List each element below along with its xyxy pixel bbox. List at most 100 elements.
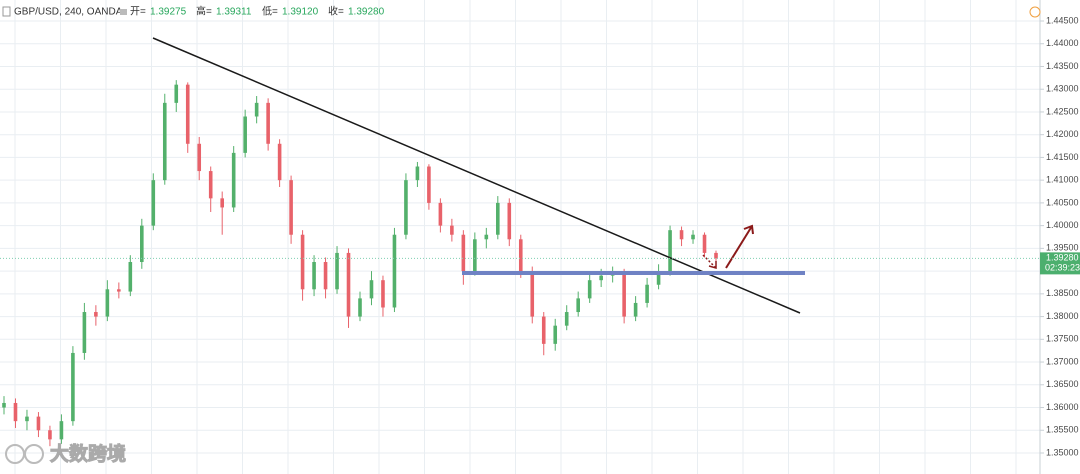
y-tick-label: 1.40500 bbox=[1046, 197, 1079, 207]
last-price-box bbox=[1040, 252, 1080, 275]
arrow-up bbox=[725, 225, 753, 269]
candle-body bbox=[392, 234, 397, 308]
candle-body bbox=[48, 430, 52, 440]
y-tick-label: 1.43500 bbox=[1046, 61, 1079, 71]
candle-body bbox=[518, 239, 523, 272]
symbol: GBP/USD, 240, OANDA bbox=[14, 7, 123, 18]
candle-body bbox=[59, 421, 64, 440]
y-tick-label: 1.37500 bbox=[1046, 334, 1079, 344]
candle-body bbox=[289, 180, 293, 235]
candle-body bbox=[174, 84, 179, 103]
candle-body bbox=[71, 352, 75, 422]
candle-body bbox=[220, 198, 224, 208]
candle-body bbox=[243, 116, 247, 153]
candle-body bbox=[714, 252, 718, 259]
candle-body bbox=[461, 234, 466, 272]
candle-body bbox=[599, 275, 603, 281]
field-name: 低= bbox=[262, 5, 278, 18]
y-tick-label: 1.35000 bbox=[1046, 447, 1079, 457]
candle-body bbox=[231, 152, 236, 208]
candle-body bbox=[656, 271, 661, 285]
support-line bbox=[462, 271, 805, 275]
candle-body bbox=[438, 202, 443, 226]
arrow-head bbox=[743, 224, 754, 235]
candle-body bbox=[576, 298, 580, 313]
candle-body bbox=[381, 280, 385, 308]
candle-body bbox=[415, 166, 420, 181]
candle-body bbox=[197, 143, 202, 172]
y-tick-label: 1.35500 bbox=[1046, 425, 1079, 435]
candle-body bbox=[36, 416, 41, 431]
candle-body bbox=[323, 262, 328, 290]
candle-body bbox=[94, 312, 98, 317]
candle-body bbox=[633, 302, 638, 317]
candle-body bbox=[140, 225, 144, 263]
field-value: 1.39120 bbox=[282, 7, 319, 18]
y-tick-label: 1.41000 bbox=[1046, 175, 1079, 185]
candle-body bbox=[484, 234, 489, 240]
countdown: 02:39:23 bbox=[1045, 263, 1080, 273]
candle-body bbox=[300, 234, 305, 290]
menu-icon[interactable] bbox=[2, 6, 11, 17]
candle-body bbox=[691, 234, 695, 240]
candle-body bbox=[2, 402, 6, 408]
candles bbox=[2, 80, 718, 447]
field-value: 1.39311 bbox=[216, 7, 252, 18]
candle-body bbox=[151, 180, 156, 226]
arrow-down bbox=[702, 254, 717, 269]
candle-body bbox=[427, 166, 431, 203]
y-tick-label: 1.40000 bbox=[1046, 220, 1079, 230]
candle-body bbox=[266, 102, 270, 144]
candle-body bbox=[541, 316, 546, 344]
watermark: 大数跨境 bbox=[50, 442, 126, 465]
candle-body bbox=[335, 252, 339, 290]
y-tick-label: 1.41500 bbox=[1046, 152, 1079, 162]
candle-body bbox=[312, 262, 316, 290]
trend-line bbox=[152, 37, 801, 314]
candle-body bbox=[162, 102, 167, 181]
y-tick-label: 1.36000 bbox=[1046, 402, 1079, 412]
candle-body bbox=[530, 271, 535, 317]
candle-body bbox=[358, 298, 362, 317]
candle-body bbox=[587, 280, 592, 299]
alert-icon[interactable] bbox=[1029, 6, 1041, 18]
candle-body bbox=[254, 102, 259, 117]
candle-body bbox=[25, 416, 29, 422]
y-tick-label: 1.37000 bbox=[1046, 356, 1079, 366]
candle-body bbox=[645, 284, 649, 303]
field-name: 收= bbox=[328, 5, 344, 18]
candle-body bbox=[82, 312, 87, 353]
candle-body bbox=[105, 289, 110, 317]
y-tick-label: 1.36500 bbox=[1046, 379, 1079, 389]
candle-body bbox=[13, 402, 18, 422]
candle-body bbox=[450, 225, 454, 235]
grid bbox=[0, 0, 1040, 474]
y-tick-label: 1.38000 bbox=[1046, 311, 1079, 321]
y-tick-label: 1.44000 bbox=[1046, 38, 1079, 48]
field-value: 1.39275 bbox=[150, 7, 187, 18]
candle-body bbox=[507, 202, 512, 240]
arrow-head bbox=[708, 261, 717, 269]
candle-body bbox=[208, 171, 213, 199]
candle-body bbox=[117, 289, 121, 292]
candle-body bbox=[622, 271, 626, 317]
candle-body bbox=[277, 143, 282, 181]
candle-body bbox=[128, 262, 133, 292]
candle-body bbox=[346, 252, 351, 317]
candle-body bbox=[404, 180, 408, 235]
watermark-logo bbox=[24, 444, 44, 464]
field-name: 高= bbox=[196, 5, 212, 18]
candle-body bbox=[702, 234, 707, 253]
y-tick-label: 1.43000 bbox=[1046, 84, 1079, 94]
candle-body bbox=[553, 325, 558, 344]
candle-body bbox=[496, 202, 500, 235]
field-name: 开= bbox=[130, 7, 146, 18]
candle-body bbox=[564, 312, 569, 326]
y-tick-label: 1.39500 bbox=[1046, 243, 1079, 253]
candle-body bbox=[473, 239, 477, 272]
toggle-icon[interactable] bbox=[120, 9, 127, 15]
y-tick-label: 1.38500 bbox=[1046, 288, 1079, 298]
candle-body bbox=[185, 84, 190, 144]
